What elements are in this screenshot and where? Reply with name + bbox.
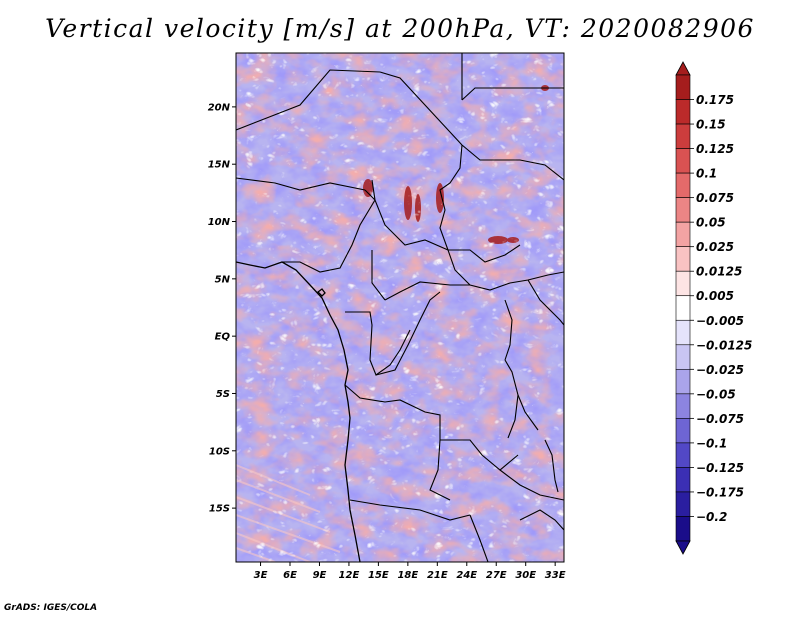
colorbar-swatch [675, 319, 691, 346]
lon-label: 12E [339, 570, 360, 581]
angola-namibia-border [349, 499, 471, 521]
namibia-botswana-border [469, 514, 489, 562]
longitude-axis: 3E 6E 9E 12E 15E 18E 21E 24E 27E 30E 33E [254, 562, 566, 581]
colorbar-swatch [675, 369, 691, 395]
angola-zambia-border [429, 439, 451, 501]
colorbar-label: −0.175 [696, 485, 744, 499]
colorbar-swatch [675, 393, 691, 419]
map-frame [235, 52, 565, 563]
egypt-sudan-border [461, 87, 564, 101]
colorbar-swatch [675, 442, 691, 468]
lake-tanganyika [517, 394, 539, 431]
colorbar-label: −0.2 [696, 510, 727, 524]
nigeria-cameroon-border [282, 179, 376, 273]
chad-sudan-border [439, 144, 463, 251]
lon-label: 33E [545, 570, 566, 581]
lon-label: 27E [486, 570, 507, 581]
algeria-niger-border [236, 69, 381, 131]
colorbar-swatch [675, 344, 691, 370]
southsudan-drc-border [447, 249, 564, 291]
map-title: Vertical velocity [m/s] at 200hPa, VT: 2… [45, 14, 755, 43]
colorbar-label: 0.15 [696, 118, 726, 132]
colorbar: 0.175 0.15 0.125 0.1 0.075 0.05 0.025 0.0125 0.0… [675, 61, 752, 555]
lon-label: 15E [368, 570, 389, 581]
lon-label: 24E [456, 570, 477, 581]
libya-niger-chad-border [379, 71, 463, 146]
lat-label: EQ [215, 332, 231, 343]
colorbar-label: 0.025 [696, 240, 734, 254]
lon-label: 3E [254, 570, 268, 581]
lat-label: 10S [209, 446, 230, 457]
colorbar-label: 0.1 [696, 167, 717, 181]
niger-nigeria-border [236, 177, 366, 191]
colorbar-label: −0.005 [696, 314, 744, 328]
colorbar-min-arrow [675, 540, 691, 555]
colorbar-swatch [675, 491, 691, 517]
colorbar-label: −0.0125 [696, 338, 752, 352]
shaded-field [236, 53, 564, 562]
colorbar-swatch [675, 148, 691, 174]
lake-malawi [544, 439, 559, 493]
congo-drc-river [375, 291, 441, 376]
zambia-east-border [499, 469, 564, 501]
colorbar-swatch [675, 418, 691, 444]
lat-label: 5N [215, 274, 231, 285]
colorbar-swatch [675, 221, 691, 247]
cameroon-car-border [371, 250, 386, 301]
colorbar-label: −0.05 [696, 387, 736, 401]
grads-credit: GrADS: IGES/COLA [4, 603, 98, 613]
colorbar-label: 0.0125 [696, 265, 742, 279]
colorbar-label: 0.125 [696, 142, 734, 156]
chad-car-border [364, 189, 449, 251]
colorbar-swatch [675, 74, 691, 100]
sudan-southsudan-border [448, 244, 521, 263]
colorbar-swatch [675, 123, 691, 149]
colorbar-swatch [675, 467, 691, 493]
lon-label: 9E [313, 570, 327, 581]
gabon-congo-border [345, 311, 411, 376]
colorbar-swatch [675, 99, 691, 125]
colorbar-swatch [675, 516, 691, 542]
colorbar-swatch [675, 197, 691, 223]
zimbabwe-mozambique [519, 509, 564, 531]
colorbar-label: −0.125 [696, 461, 744, 475]
colorbar-label: 0.175 [696, 93, 734, 107]
latitude-axis: 20N 15N 10N 5N EQ 5S 10S 15S [208, 102, 236, 515]
lat-label: 15S [209, 504, 230, 515]
ethiopia-border [461, 144, 564, 181]
colorbar-label: 0.075 [696, 191, 734, 205]
drc-uganda-border [504, 299, 513, 361]
lon-label: 18E [397, 570, 418, 581]
lon-label: 30E [515, 570, 536, 581]
colorbar-label: −0.075 [696, 412, 744, 426]
lat-label: 20N [208, 102, 231, 113]
lon-label: 6E [283, 570, 297, 581]
colorbar-swatch [675, 172, 691, 198]
colorbar-label: −0.1 [696, 436, 727, 450]
colorbar-label: 0.005 [696, 289, 734, 303]
colorbar-label: −0.025 [696, 363, 744, 377]
lat-label: 5S [216, 389, 230, 400]
colorbar-swatch [675, 270, 691, 297]
colorbar-swatch [675, 246, 691, 272]
colorbar-max-arrow [675, 61, 691, 76]
colorbar-label: 0.05 [696, 216, 726, 230]
lat-label: 10N [208, 217, 231, 228]
coastline [236, 261, 361, 562]
colorbar-swatch [675, 295, 691, 321]
drc-angola-border [344, 384, 519, 471]
lon-label: 21E [427, 570, 448, 581]
east-africa-border [527, 279, 564, 326]
country-borders [236, 53, 564, 562]
bioko-island [317, 288, 326, 297]
lat-label: 15N [208, 160, 231, 171]
car-drc-border [384, 281, 470, 301]
